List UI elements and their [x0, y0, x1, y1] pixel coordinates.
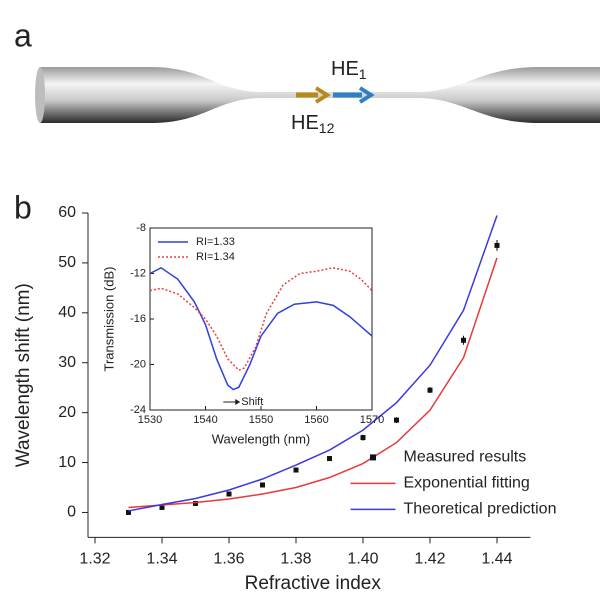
legend-label: Theoretical prediction: [404, 501, 557, 518]
legend-marker: [370, 454, 376, 461]
y-tick-label: -20: [130, 358, 146, 370]
data-line: [149, 266, 373, 391]
mode-name: HE: [331, 58, 359, 80]
y-tick-label: -12: [130, 267, 146, 279]
mode-name: HE: [291, 112, 319, 134]
annotation: Shift: [241, 396, 263, 408]
data-point: [293, 467, 299, 473]
x-tick-label: 1.36: [213, 551, 244, 568]
x-tick-label: 1.38: [280, 551, 311, 568]
x-tick-label: 1530: [138, 414, 162, 426]
x-tick-label: 1540: [193, 414, 217, 426]
x-axis-label: Refractive index: [245, 573, 382, 594]
data-point: [394, 417, 399, 423]
data-point: [260, 482, 265, 488]
mode-arrow-head: [314, 86, 331, 104]
x-tick-label: 1.44: [481, 551, 512, 568]
y-tick-label: 0: [67, 504, 76, 521]
y-tick-label: -24: [130, 404, 146, 416]
x-tick-label: 1.42: [414, 551, 445, 568]
mode-label: HE1: [331, 58, 367, 81]
panel-label: a: [14, 17, 32, 53]
x-tick-label: 1.32: [79, 551, 110, 568]
legend-label: Measured results: [404, 449, 527, 466]
y-tick-label: -8: [136, 222, 146, 234]
data-point: [126, 509, 131, 515]
data-point: [159, 504, 165, 510]
x-tick-label: 1.40: [347, 551, 378, 568]
y-tick-label: 30: [58, 354, 76, 371]
tapered-fiber: [40, 67, 600, 123]
x-axis-label: Wavelength (nm): [212, 431, 311, 446]
y-axis-label: Wavelength shift (nm): [13, 283, 34, 467]
legend-label: RI=1.33: [196, 236, 235, 248]
legend-label: Exponential fitting: [404, 475, 530, 492]
mode-subscript: 1: [359, 66, 367, 82]
fiber-end: [35, 67, 45, 123]
x-tick-label: 1560: [304, 414, 328, 426]
y-axis-label: Transmission (dB): [101, 267, 116, 372]
y-tick-label: 20: [58, 404, 76, 421]
panel-label: b: [14, 189, 32, 225]
annotation-arrow-head: [235, 399, 241, 405]
data-point: [494, 242, 500, 248]
data-line: [149, 267, 373, 372]
data-point: [327, 456, 332, 462]
data-point: [461, 337, 466, 343]
data-line: [128, 257, 498, 509]
data-point: [226, 491, 232, 497]
mode-label: HE12: [291, 112, 335, 135]
legend-label: RI=1.34: [196, 251, 235, 263]
mode-arrow-head: [358, 86, 375, 104]
x-tick-label: 1570: [360, 414, 384, 426]
x-tick-label: 1550: [249, 414, 273, 426]
y-tick-label: -16: [130, 313, 146, 325]
y-tick-label: 10: [58, 454, 76, 471]
y-tick-label: 40: [58, 304, 76, 321]
mode-subscript: 12: [319, 120, 335, 136]
data-point: [360, 435, 366, 441]
data-point: [427, 387, 433, 393]
y-tick-label: 50: [58, 254, 76, 271]
y-tick-label: 60: [58, 204, 76, 221]
data-point: [193, 500, 198, 506]
x-tick-label: 1.34: [146, 551, 177, 568]
plot-frame: [149, 227, 373, 411]
data-line: [128, 215, 498, 512]
